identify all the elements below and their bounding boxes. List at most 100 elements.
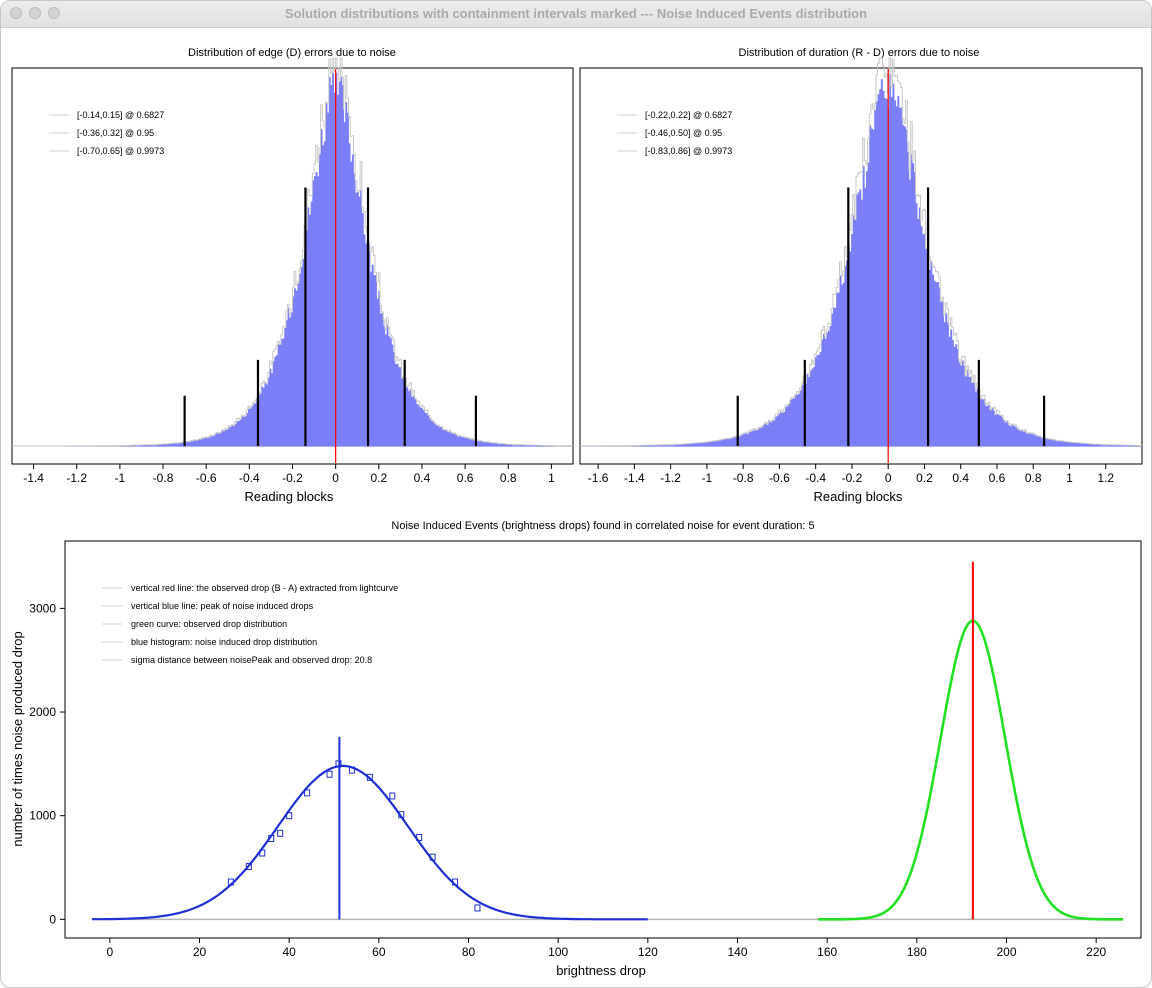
x-tick-label: 0.2 <box>370 471 387 485</box>
histogram-bar <box>238 420 240 446</box>
histogram-step <box>268 834 275 842</box>
histogram-bar <box>880 79 883 447</box>
histogram-bar <box>332 72 335 446</box>
histogram-bar <box>841 284 844 446</box>
histogram-bar <box>185 442 188 446</box>
x-tick-label: -0.2 <box>282 471 303 485</box>
x-tick-label: 0.6 <box>457 471 474 485</box>
histogram-bar <box>771 420 774 446</box>
histogram-bar <box>953 346 956 446</box>
histogram-bar <box>813 367 816 446</box>
histogram-bar <box>879 89 882 446</box>
histogram-bar <box>472 439 475 446</box>
histogram-bar <box>493 443 496 446</box>
histogram-bar <box>907 151 910 447</box>
histogram-bar <box>920 226 923 446</box>
histogram-bar <box>205 437 207 446</box>
histogram-bar <box>806 374 809 446</box>
legend: [-0.22,0.22] @ 0.6827 [-0.46,0.50] @ 0.95… <box>617 110 732 156</box>
histogram-bar <box>761 426 764 446</box>
histogram-bar <box>877 94 880 446</box>
histogram-bar <box>482 441 485 446</box>
histogram-bar <box>869 125 872 446</box>
histogram-bar <box>441 427 443 446</box>
histogram-bar <box>1018 429 1020 446</box>
histogram-bar <box>338 81 341 446</box>
histogram-bar <box>363 234 366 446</box>
histogram-bar <box>1027 432 1030 446</box>
x-tick-label: 0.4 <box>414 471 431 485</box>
histogram-bar <box>246 413 249 446</box>
histogram-bar <box>1047 439 1050 446</box>
close-window-button[interactable] <box>10 7 22 19</box>
histogram-bar <box>938 287 941 446</box>
x-tick-label: -1 <box>115 471 126 485</box>
histogram-bar <box>274 356 277 446</box>
histogram-bar <box>875 101 878 446</box>
histogram-bar <box>715 440 718 446</box>
histogram-bar <box>968 377 971 446</box>
histogram-bar <box>1004 422 1007 446</box>
histogram-outline <box>580 57 1142 447</box>
histogram-bar <box>186 441 189 446</box>
y-tick-label: 2000 <box>29 705 56 719</box>
histogram-bar <box>1029 433 1032 446</box>
histogram-bar <box>966 369 969 446</box>
x-tick-label: 0.2 <box>916 471 933 485</box>
histogram-bar <box>809 370 812 446</box>
histogram-step <box>416 833 423 841</box>
histogram-bar <box>470 439 473 446</box>
histogram-bar <box>768 421 771 446</box>
histogram-bar <box>388 336 391 446</box>
histogram-bar <box>325 103 328 446</box>
histogram-step <box>348 766 355 774</box>
histogram-bar <box>502 443 504 446</box>
minimize-window-button[interactable] <box>29 7 41 19</box>
x-tick-label: 160 <box>817 945 837 959</box>
histogram-bar <box>900 107 903 446</box>
histogram-bar <box>788 404 791 446</box>
histogram-bar <box>894 100 897 447</box>
histogram-bar <box>239 419 242 446</box>
histogram-bar <box>292 296 295 446</box>
histogram-bar <box>210 436 212 446</box>
histogram-bar <box>713 441 716 446</box>
x-tick-label: 120 <box>638 945 658 959</box>
zoom-window-button[interactable] <box>48 7 60 19</box>
histogram-bar <box>213 435 216 446</box>
histogram-bar <box>1019 431 1022 446</box>
histogram-bar <box>922 234 925 446</box>
histogram-bar <box>251 406 254 446</box>
histogram-bar <box>233 425 236 446</box>
histogram-bar <box>748 432 751 446</box>
histogram-bar <box>351 154 354 446</box>
histogram-bar <box>753 430 756 446</box>
histogram-bar <box>320 129 323 447</box>
histogram-bar <box>750 431 753 446</box>
histogram-bar <box>1041 437 1044 446</box>
histogram-bar <box>1099 444 1101 446</box>
histogram-bar <box>510 444 513 446</box>
histogram-bar <box>1100 444 1103 446</box>
legend-entry: vertical red line: the observed drop (B … <box>131 583 398 593</box>
histogram-bar <box>414 399 417 446</box>
histogram-step <box>259 849 266 857</box>
histogram-bar <box>462 437 465 446</box>
histogram-bar <box>348 143 351 446</box>
histogram-step <box>474 904 481 912</box>
histogram-bar <box>437 426 440 446</box>
histogram-bar <box>452 433 455 446</box>
histogram-bar <box>837 292 840 446</box>
x-tick-label: -0.6 <box>196 471 217 485</box>
histogram-bar <box>490 442 493 446</box>
histogram-bar <box>822 334 825 446</box>
histogram-bar <box>417 405 420 446</box>
histogram-bar <box>937 282 939 446</box>
histogram-bar <box>469 439 471 446</box>
x-tick-label: 0 <box>106 945 113 959</box>
duration-error-chart: Distribution of duration (R - D) errors … <box>579 47 1143 504</box>
x-tick-label: 140 <box>727 945 747 959</box>
x-tick-label: 1 <box>548 471 555 485</box>
histogram-bar <box>725 438 728 446</box>
histogram-bar <box>834 308 837 446</box>
